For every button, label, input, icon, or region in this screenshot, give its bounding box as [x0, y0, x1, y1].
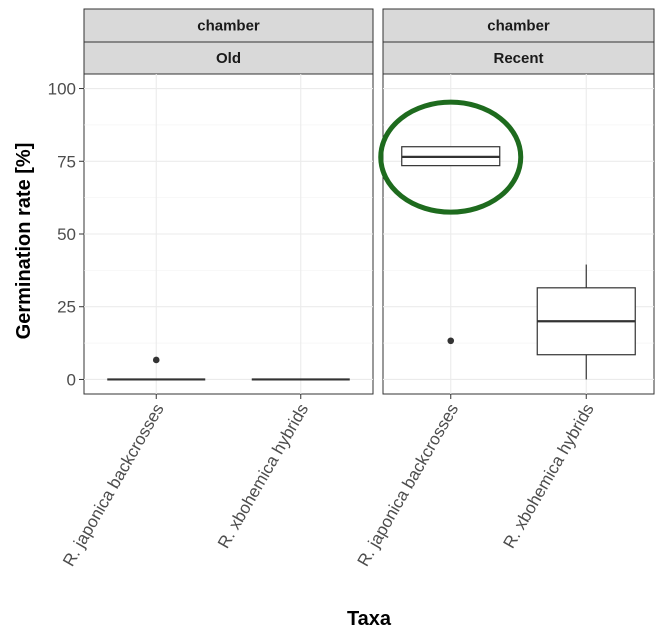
outlier-point	[447, 337, 455, 345]
highlight-ellipse	[378, 99, 524, 215]
facet-strip-inner-label: Recent	[493, 50, 543, 67]
y-tick-label: 50	[57, 225, 76, 244]
y-axis-title: Germination rate [%]	[13, 143, 35, 340]
x-tick-label: R. xbohemica hybrids	[500, 401, 598, 552]
facet-strip-outer-label: chamber	[487, 18, 550, 35]
y-tick-label: 0	[67, 370, 76, 389]
y-tick-label: 100	[48, 80, 76, 99]
y-tick-label: 25	[57, 298, 76, 317]
facet-strip-outer	[83, 8, 374, 43]
outlier-point	[152, 356, 160, 364]
x-tick-label: R. japonica backcrosses	[59, 401, 168, 570]
x-axis-title: Taxa	[347, 608, 392, 630]
x-tick-label: R. japonica backcrosses	[354, 401, 463, 570]
facet-strip-inner-label: Old	[216, 50, 241, 67]
facet-strip-outer-label: chamber	[197, 18, 260, 35]
facet-strip-outer	[382, 8, 655, 43]
facet-strip-inner	[83, 41, 374, 75]
y-tick-label: 75	[57, 152, 76, 171]
x-tick-label: R. xbohemica hybrids	[214, 401, 312, 552]
